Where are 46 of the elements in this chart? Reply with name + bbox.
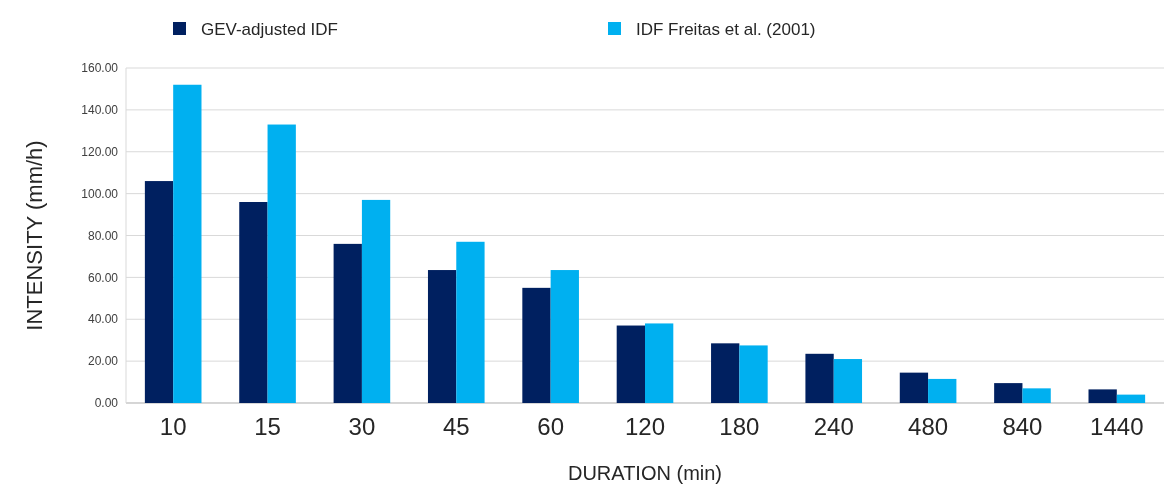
x-tick-label: 60 [537,413,564,440]
x-tick-label: 120 [624,413,666,440]
x-tick-label: 480 [908,413,949,440]
bar [899,372,929,403]
bar [361,199,391,403]
x-tick-label: 30 [348,413,376,440]
legend-label: IDF Freitas et al. (2001) [636,19,816,39]
y-tick-label: 80.00 [87,228,119,243]
bar [522,287,551,403]
bar [1022,388,1051,403]
x-tick-label: 180 [719,413,760,440]
y-axis-title: INTENSITY (mm/h) [22,140,47,331]
bar [144,181,174,403]
y-tick-label: 160.00 [81,61,119,76]
y-tick-label: 60.00 [87,270,119,285]
bar [994,383,1023,403]
legend-label: GEV-adjusted IDF [201,19,339,39]
y-tick-label: 140.00 [81,103,119,118]
bar [805,353,834,403]
y-tick-label: 20.00 [87,354,119,369]
bar [427,270,457,403]
y-tick-label: 40.00 [87,312,119,327]
x-tick-label: 840 [1002,413,1043,440]
x-tick-label: 10 [159,413,187,440]
bar [645,323,674,403]
x-tick-label: 45 [442,413,470,440]
y-tick-label: 100.00 [81,186,119,201]
bar [456,241,485,403]
x-tick-label: 15 [254,413,281,440]
bar [1088,389,1117,403]
bar [267,124,296,403]
bar [173,84,202,403]
x-tick-label: 240 [813,413,854,440]
bar [833,359,863,403]
bar [239,202,268,403]
bar [550,270,579,403]
y-tick-label: 120.00 [81,144,119,159]
bar [616,325,645,403]
x-axis-title: DURATION (min) [567,462,723,484]
bar [1116,394,1146,403]
bar [928,378,957,403]
y-tick-label: 0.00 [94,396,119,411]
x-tick-label: 1440 [1090,413,1144,440]
bar [711,343,740,403]
bar [333,243,362,403]
bar [739,345,768,403]
